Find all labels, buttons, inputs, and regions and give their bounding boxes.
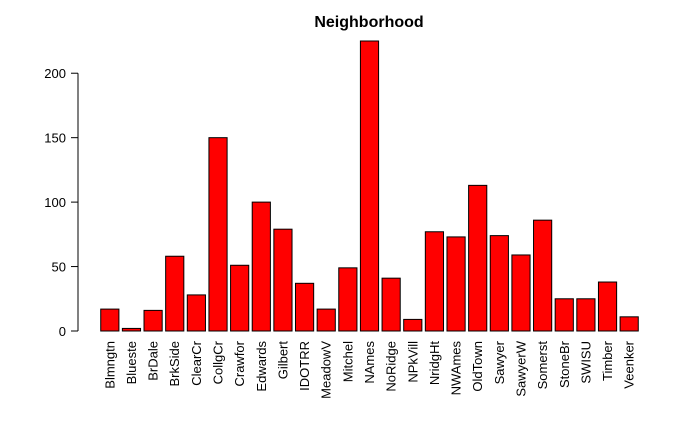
bar-edwards <box>251 201 271 332</box>
bar-sawyer <box>489 235 509 332</box>
x-tick-label: StoneBr <box>557 340 572 388</box>
y-tick-label: 50 <box>52 260 66 275</box>
bar-noridge <box>381 277 401 332</box>
bar-mitchel <box>338 267 358 332</box>
y-tick-label: 0 <box>59 324 66 339</box>
x-tick-label: CollgCr <box>211 340 226 384</box>
x-tick-label: Edwards <box>254 341 269 392</box>
x-tick-label: NoRidge <box>384 341 399 392</box>
bar-sawyerw <box>511 254 531 332</box>
x-tick-label: Blueste <box>124 341 139 384</box>
x-tick-label: NPkVill <box>405 341 420 383</box>
x-tick-label: Somerst <box>535 341 550 390</box>
bar-stonebr <box>554 298 574 332</box>
x-tick-label: OldTown <box>470 341 485 392</box>
x-axis-labels: Blmngtn Blueste BrDale BrkSide ClearCr CollgC… <box>102 340 636 399</box>
bar-names <box>359 40 380 332</box>
bar-nridght <box>424 231 445 332</box>
y-tick-label: 100 <box>44 195 66 210</box>
bars <box>100 40 639 332</box>
x-tick-label: SWISU <box>578 341 593 384</box>
x-tick-label: MeadowV <box>319 341 334 399</box>
bar-gilbert <box>273 228 293 332</box>
x-tick-label: Gilbert <box>275 341 290 380</box>
bar-somerst <box>533 219 553 332</box>
bar-npkvill <box>403 318 423 332</box>
x-tick-label: Mitchel <box>340 341 355 382</box>
x-tick-label: SawyerW <box>513 340 528 396</box>
bar-idotrr <box>294 282 315 332</box>
bar-nwames <box>446 236 466 332</box>
x-tick-label: Sawyer <box>492 340 507 384</box>
bar-meadowv <box>316 308 336 332</box>
bar-oldtown <box>468 184 488 332</box>
bar-clearcr <box>186 294 206 332</box>
x-tick-label: Veenker <box>622 340 637 388</box>
bar-brkside <box>165 255 185 332</box>
x-tick-label: Crawfor <box>232 340 247 386</box>
x-tick-label: Timber <box>600 340 615 381</box>
x-tick-label: NridgHt <box>427 341 442 385</box>
x-tick-label: BrDale <box>146 341 161 381</box>
bar-blueste <box>121 327 142 332</box>
x-tick-label: NWAmes <box>449 341 464 396</box>
bar-timber <box>597 281 618 332</box>
x-tick-label: BrkSide <box>167 341 182 387</box>
x-tick-label: NAmes <box>362 341 377 384</box>
bar-veenker <box>619 316 639 332</box>
bar-brdale <box>143 309 163 332</box>
bar-blmngtn <box>100 308 120 332</box>
bar-crawfor <box>230 264 250 332</box>
bar-swisu <box>576 298 596 332</box>
x-tick-label: Blmngtn <box>102 341 117 389</box>
y-tick-label: 150 <box>44 131 66 146</box>
chart-title: Neighborhood <box>314 14 423 31</box>
bar-collgcr <box>208 137 228 332</box>
x-tick-label: IDOTRR <box>297 341 312 391</box>
y-axis: 0 50 100 150 200 <box>44 66 79 339</box>
y-tick-label: 200 <box>44 66 66 81</box>
x-tick-label: ClearCr <box>189 340 204 385</box>
